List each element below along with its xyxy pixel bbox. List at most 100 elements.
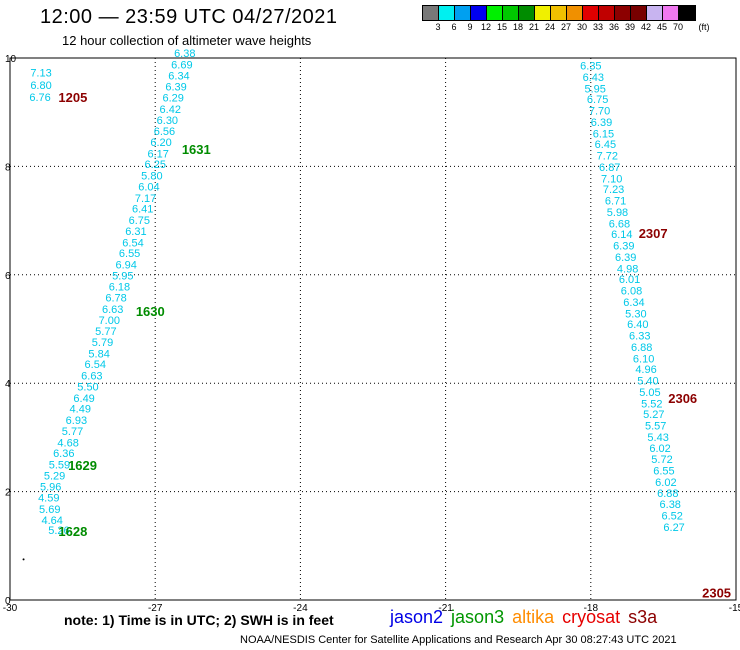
wave-height-label: 4.96 xyxy=(635,364,656,376)
legend-label: 21 xyxy=(528,22,540,32)
pass-time-label: 2306 xyxy=(668,391,697,406)
wave-height-label: 6.63 xyxy=(81,371,102,383)
footer-credit: NOAA/NESDIS Center for Satellite Applica… xyxy=(240,634,677,646)
wave-height-label: 5.52 xyxy=(641,398,662,410)
wave-height-label: 5.95 xyxy=(585,83,606,95)
legend-swatch xyxy=(455,6,471,20)
legend-swatch xyxy=(487,6,503,20)
wave-height-label: 5.72 xyxy=(651,454,672,466)
wave-height-label: 6.35 xyxy=(580,61,601,73)
wave-height-label: 6.54 xyxy=(122,237,143,249)
legend-label: 30 xyxy=(576,22,588,32)
wave-height-label: 5.77 xyxy=(62,426,83,438)
pass-time-label: 1205 xyxy=(58,90,87,105)
legend-label: 42 xyxy=(640,22,652,32)
wave-height-label: 5.96 xyxy=(40,482,61,494)
wave-height-label: 6.30 xyxy=(157,115,178,127)
pass-time-label: 1631 xyxy=(182,142,211,157)
wave-height-label: 6.15 xyxy=(593,128,614,140)
pass-time-label: 2307 xyxy=(639,226,668,241)
wave-height-label: 5.50 xyxy=(77,381,98,393)
wave-height-label: 6.14 xyxy=(611,229,632,241)
legend-swatch xyxy=(439,6,455,20)
pass-time-label: 1629 xyxy=(68,458,97,473)
satellite-legend: jason2 jason3 altika cryosat s3a xyxy=(390,607,665,628)
wave-height-label: 6.39 xyxy=(165,82,186,94)
wave-height-label: 5.29 xyxy=(44,470,65,482)
wave-height-label: 4.59 xyxy=(38,493,59,505)
wave-height-label: 7.72 xyxy=(597,151,618,163)
legend-swatches xyxy=(422,5,696,21)
legend-label: 6 xyxy=(451,22,457,32)
legend-swatch xyxy=(679,6,695,20)
y-tick-label: 8 xyxy=(5,162,11,173)
legend-swatch xyxy=(471,6,487,20)
wave-height-label: 6.68 xyxy=(609,218,630,230)
legend-label: 18 xyxy=(512,22,524,32)
wave-height-label: 6.63 xyxy=(102,304,123,316)
wave-height-label: 6.45 xyxy=(595,139,616,151)
wave-height-label: 5.40 xyxy=(637,375,658,387)
pass-time-label: 1628 xyxy=(58,524,87,539)
wave-height-label: 6.52 xyxy=(661,510,682,522)
x-tick-label: -30 xyxy=(3,603,18,614)
wave-height-label: 6.54 xyxy=(85,359,106,371)
legend-label: 24 xyxy=(544,22,556,32)
wave-height-label: 6.75 xyxy=(587,94,608,106)
wave-height-label: 6.76 xyxy=(29,92,50,104)
pass-time-label: 2305 xyxy=(702,585,731,600)
legend-swatch xyxy=(583,6,599,20)
plot-frame xyxy=(9,57,737,601)
wave-height-label: 5.80 xyxy=(141,171,162,183)
wave-height-label: 6.43 xyxy=(583,72,604,84)
wave-height-label: 5.79 xyxy=(92,337,113,349)
wave-height-label: 6.87 xyxy=(599,162,620,174)
wave-height-label: 6.78 xyxy=(105,293,126,305)
legend-swatch xyxy=(551,6,567,20)
grid-lines xyxy=(10,58,736,600)
wave-height-label: 6.01 xyxy=(619,274,640,286)
wave-height-label: 5.98 xyxy=(607,207,628,219)
wave-height-label: 4.68 xyxy=(57,437,78,449)
chart-subtitle: 12 hour collection of altimeter wave hei… xyxy=(62,33,312,48)
wave-height-label: 6.94 xyxy=(116,260,137,272)
wave-height-label: 7.17 xyxy=(135,193,156,205)
satellite-name-jason2: jason2 xyxy=(390,607,444,627)
wave-height-label: 7.10 xyxy=(601,173,622,185)
wave-height-label: 6.42 xyxy=(160,104,181,116)
wave-height-label: 4.98 xyxy=(617,263,638,275)
legend-swatch xyxy=(423,6,439,20)
legend-label: 15 xyxy=(496,22,508,32)
legend-swatch xyxy=(663,6,679,20)
wave-height-label: 5.57 xyxy=(645,420,666,432)
x-tick-label: -21 xyxy=(438,603,453,614)
wave-height-label: 6.27 xyxy=(663,522,684,534)
wave-height-label: 6.36 xyxy=(53,448,74,460)
wave-height-label: 6.38 xyxy=(660,499,681,511)
legend-swatch xyxy=(599,6,615,20)
pass-time-label: 1630 xyxy=(136,304,165,319)
wave-height-label: 7.00 xyxy=(99,315,120,327)
wave-height-label: 7.13 xyxy=(30,68,51,80)
axis-ticks: -30 -27 -24 -21 -18 -15 0 2 4 6 8 10 xyxy=(3,54,740,614)
wave-height-label: 6.34 xyxy=(168,70,189,82)
wave-height-label: 6.29 xyxy=(162,93,183,105)
wave-height-label: 6.75 xyxy=(129,215,150,227)
y-tick-label: 6 xyxy=(5,271,11,282)
legend-label: 12 xyxy=(480,22,492,32)
y-tick-label: 4 xyxy=(5,379,11,390)
legend-labels: 3 6 9 12 15 18 21 24 27 30 33 36 39 42 45 70 (ft) xyxy=(422,21,709,35)
wave-height-label: 6.88 xyxy=(657,488,678,500)
wave-height-label: 6.88 xyxy=(631,342,652,354)
wave-height-label: 6.69 xyxy=(171,60,192,72)
legend-label: 33 xyxy=(592,22,604,32)
legend-swatch xyxy=(631,6,647,20)
wave-height-label: 6.04 xyxy=(138,181,159,193)
legend-swatch xyxy=(567,6,583,20)
wave-height-label: 5.27 xyxy=(643,409,664,421)
wave-height-label: 6.10 xyxy=(633,353,654,365)
chart-title: 12:00 — 23:59 UTC 04/27/2021 xyxy=(40,6,338,28)
legend-label: 70 xyxy=(672,22,684,32)
wave-height-label: 4.49 xyxy=(70,404,91,416)
wave-height-label: 6.71 xyxy=(605,196,626,208)
